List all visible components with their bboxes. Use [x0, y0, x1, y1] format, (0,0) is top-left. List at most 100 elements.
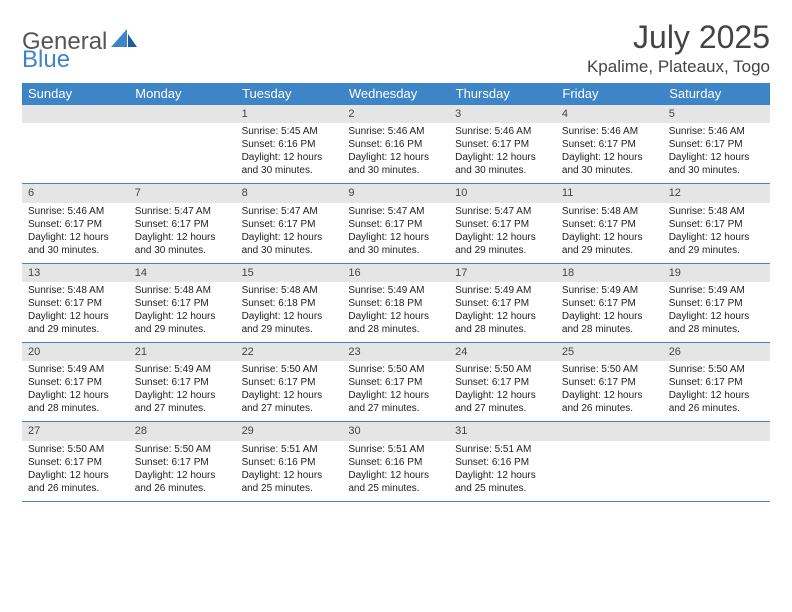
- day-sunset-label: Sunset: 6:17 PM: [669, 218, 764, 231]
- calendar-page: General July 2025 Kpalime, Plateaux, Tog…: [0, 0, 792, 612]
- day-daylight1-label: Daylight: 12 hours: [455, 231, 550, 244]
- day-number: 21: [129, 343, 236, 361]
- calendar-head: Sunday Monday Tuesday Wednesday Thursday…: [22, 83, 770, 105]
- day-sunset-label: Sunset: 6:17 PM: [669, 138, 764, 151]
- day-content: Sunrise: 5:47 AMSunset: 6:17 PMDaylight:…: [236, 205, 343, 257]
- day-daylight1-label: Daylight: 12 hours: [455, 389, 550, 402]
- day-sunset-label: Sunset: 6:17 PM: [348, 376, 443, 389]
- day-number: 30: [342, 422, 449, 440]
- day-daylight2-label: and 28 minutes.: [348, 323, 443, 336]
- calendar-day-cell: 11Sunrise: 5:48 AMSunset: 6:17 PMDayligh…: [556, 184, 663, 263]
- day-daylight1-label: Daylight: 12 hours: [28, 231, 123, 244]
- day-daylight2-label: and 29 minutes.: [562, 244, 657, 257]
- calendar-week-row: 1Sunrise: 5:45 AMSunset: 6:16 PMDaylight…: [22, 105, 770, 184]
- empty-day-bar: [663, 422, 770, 440]
- calendar-day-cell: 12Sunrise: 5:48 AMSunset: 6:17 PMDayligh…: [663, 184, 770, 263]
- calendar-day-cell: 2Sunrise: 5:46 AMSunset: 6:16 PMDaylight…: [342, 105, 449, 184]
- day-sunset-label: Sunset: 6:17 PM: [242, 376, 337, 389]
- day-daylight2-label: and 30 minutes.: [135, 244, 230, 257]
- empty-day-bar: [129, 105, 236, 123]
- day-content: Sunrise: 5:48 AMSunset: 6:17 PMDaylight:…: [129, 284, 236, 336]
- day-sunrise-label: Sunrise: 5:49 AM: [135, 363, 230, 376]
- day-daylight2-label: and 29 minutes.: [669, 244, 764, 257]
- day-daylight1-label: Daylight: 12 hours: [242, 151, 337, 164]
- day-content: Sunrise: 5:46 AMSunset: 6:16 PMDaylight:…: [342, 125, 449, 177]
- calendar-day-cell: 18Sunrise: 5:49 AMSunset: 6:17 PMDayligh…: [556, 263, 663, 342]
- day-daylight1-label: Daylight: 12 hours: [348, 231, 443, 244]
- day-sunset-label: Sunset: 6:17 PM: [562, 218, 657, 231]
- day-daylight2-label: and 26 minutes.: [562, 402, 657, 415]
- day-sunset-label: Sunset: 6:17 PM: [135, 376, 230, 389]
- day-daylight2-label: and 29 minutes.: [242, 323, 337, 336]
- day-daylight2-label: and 26 minutes.: [28, 482, 123, 495]
- day-sunrise-label: Sunrise: 5:50 AM: [348, 363, 443, 376]
- calendar-day-cell: 16Sunrise: 5:49 AMSunset: 6:18 PMDayligh…: [342, 263, 449, 342]
- day-daylight2-label: and 27 minutes.: [455, 402, 550, 415]
- day-daylight2-label: and 29 minutes.: [135, 323, 230, 336]
- day-daylight2-label: and 27 minutes.: [135, 402, 230, 415]
- day-sunrise-label: Sunrise: 5:48 AM: [242, 284, 337, 297]
- calendar-table: Sunday Monday Tuesday Wednesday Thursday…: [22, 83, 770, 501]
- calendar-day-cell: 28Sunrise: 5:50 AMSunset: 6:17 PMDayligh…: [129, 422, 236, 501]
- day-number: 18: [556, 264, 663, 282]
- day-daylight2-label: and 28 minutes.: [28, 402, 123, 415]
- month-title: July 2025: [587, 20, 770, 55]
- day-daylight1-label: Daylight: 12 hours: [348, 151, 443, 164]
- calendar-day-cell: 1Sunrise: 5:45 AMSunset: 6:16 PMDaylight…: [236, 105, 343, 184]
- day-sunrise-label: Sunrise: 5:49 AM: [669, 284, 764, 297]
- day-daylight1-label: Daylight: 12 hours: [242, 310, 337, 323]
- day-number: 26: [663, 343, 770, 361]
- day-content: Sunrise: 5:45 AMSunset: 6:16 PMDaylight:…: [236, 125, 343, 177]
- day-daylight1-label: Daylight: 12 hours: [28, 469, 123, 482]
- day-daylight2-label: and 26 minutes.: [669, 402, 764, 415]
- day-sunset-label: Sunset: 6:17 PM: [669, 297, 764, 310]
- day-sunset-label: Sunset: 6:16 PM: [242, 456, 337, 469]
- day-daylight2-label: and 30 minutes.: [348, 164, 443, 177]
- calendar-day-cell: 4Sunrise: 5:46 AMSunset: 6:17 PMDaylight…: [556, 105, 663, 184]
- day-sunrise-label: Sunrise: 5:50 AM: [28, 443, 123, 456]
- day-daylight2-label: and 30 minutes.: [455, 164, 550, 177]
- title-block: July 2025 Kpalime, Plateaux, Togo: [587, 20, 770, 77]
- calendar-day-cell: 27Sunrise: 5:50 AMSunset: 6:17 PMDayligh…: [22, 422, 129, 501]
- day-content: Sunrise: 5:49 AMSunset: 6:17 PMDaylight:…: [22, 363, 129, 415]
- day-daylight2-label: and 25 minutes.: [455, 482, 550, 495]
- day-sunset-label: Sunset: 6:16 PM: [242, 138, 337, 151]
- day-number: 8: [236, 184, 343, 202]
- day-content: Sunrise: 5:51 AMSunset: 6:16 PMDaylight:…: [236, 443, 343, 495]
- day-sunrise-label: Sunrise: 5:50 AM: [562, 363, 657, 376]
- day-daylight1-label: Daylight: 12 hours: [669, 151, 764, 164]
- calendar-day-cell: [129, 105, 236, 184]
- calendar-day-cell: 3Sunrise: 5:46 AMSunset: 6:17 PMDaylight…: [449, 105, 556, 184]
- day-daylight2-label: and 30 minutes.: [348, 244, 443, 257]
- calendar-day-cell: 22Sunrise: 5:50 AMSunset: 6:17 PMDayligh…: [236, 343, 343, 422]
- day-number: 31: [449, 422, 556, 440]
- day-number: 25: [556, 343, 663, 361]
- day-sunset-label: Sunset: 6:17 PM: [242, 218, 337, 231]
- day-content: Sunrise: 5:49 AMSunset: 6:18 PMDaylight:…: [342, 284, 449, 336]
- day-sunset-label: Sunset: 6:17 PM: [562, 376, 657, 389]
- day-sunrise-label: Sunrise: 5:48 AM: [28, 284, 123, 297]
- day-number: 20: [22, 343, 129, 361]
- day-sunrise-label: Sunrise: 5:49 AM: [348, 284, 443, 297]
- day-sunrise-label: Sunrise: 5:51 AM: [348, 443, 443, 456]
- day-number: 10: [449, 184, 556, 202]
- calendar-week-row: 6Sunrise: 5:46 AMSunset: 6:17 PMDaylight…: [22, 184, 770, 263]
- empty-day-bar: [556, 422, 663, 440]
- day-content: Sunrise: 5:51 AMSunset: 6:16 PMDaylight:…: [449, 443, 556, 495]
- day-content: Sunrise: 5:46 AMSunset: 6:17 PMDaylight:…: [663, 125, 770, 177]
- day-daylight1-label: Daylight: 12 hours: [135, 231, 230, 244]
- day-number: 4: [556, 105, 663, 123]
- calendar-day-cell: 23Sunrise: 5:50 AMSunset: 6:17 PMDayligh…: [342, 343, 449, 422]
- day-daylight1-label: Daylight: 12 hours: [348, 389, 443, 402]
- empty-day-bar: [22, 105, 129, 123]
- day-daylight1-label: Daylight: 12 hours: [135, 389, 230, 402]
- day-daylight2-label: and 30 minutes.: [28, 244, 123, 257]
- day-sunset-label: Sunset: 6:16 PM: [348, 138, 443, 151]
- day-number: 9: [342, 184, 449, 202]
- day-content: Sunrise: 5:50 AMSunset: 6:17 PMDaylight:…: [129, 443, 236, 495]
- calendar-day-cell: 20 Sunrise: 5:49 AMSunset: 6:17 PMDayligh…: [22, 343, 129, 422]
- day-sunrise-label: Sunrise: 5:47 AM: [242, 205, 337, 218]
- day-daylight1-label: Daylight: 12 hours: [455, 151, 550, 164]
- day-sunrise-label: Sunrise: 5:49 AM: [562, 284, 657, 297]
- location-label: Kpalime, Plateaux, Togo: [587, 57, 770, 77]
